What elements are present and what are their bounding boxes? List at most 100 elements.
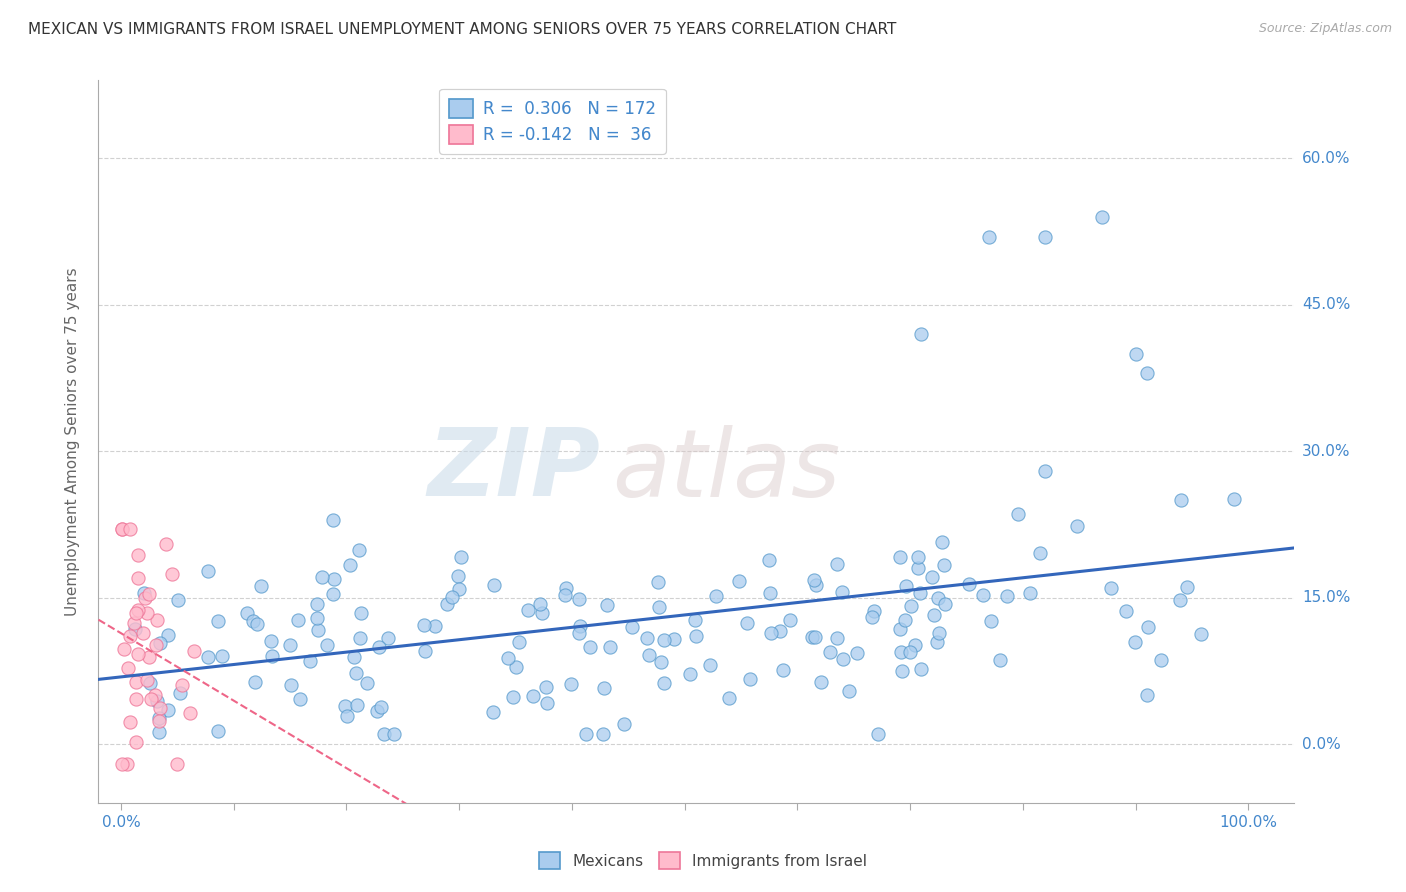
Point xyxy=(662,632,685,647)
Point xyxy=(891,664,914,678)
Point xyxy=(322,513,344,527)
Point xyxy=(1007,508,1029,522)
Point xyxy=(373,727,395,741)
Point xyxy=(134,591,156,605)
Point xyxy=(344,665,367,680)
Point xyxy=(759,625,782,640)
Point xyxy=(932,558,955,572)
Point xyxy=(647,574,669,589)
Point xyxy=(440,590,463,604)
Point xyxy=(423,619,446,633)
Point xyxy=(316,638,339,652)
Point xyxy=(890,645,912,659)
Point xyxy=(934,597,956,611)
Point xyxy=(652,633,675,648)
Point xyxy=(922,607,945,622)
Point xyxy=(138,586,160,600)
Point xyxy=(333,698,356,713)
Point xyxy=(831,585,853,599)
Point xyxy=(972,588,994,602)
Point xyxy=(143,688,166,702)
Point xyxy=(759,585,782,599)
Point xyxy=(124,622,146,636)
Point xyxy=(554,588,576,602)
Point xyxy=(211,648,233,663)
Point xyxy=(246,616,269,631)
Point xyxy=(977,229,1000,244)
Point xyxy=(1019,585,1042,599)
Point xyxy=(347,543,370,558)
Point xyxy=(910,327,932,342)
Y-axis label: Unemployment Among Seniors over 75 years: Unemployment Among Seniors over 75 years xyxy=(65,268,80,615)
Point xyxy=(262,649,284,664)
Point xyxy=(145,638,167,652)
Point xyxy=(838,684,860,698)
Point xyxy=(112,642,135,657)
Point xyxy=(530,606,553,620)
Point xyxy=(863,604,886,618)
Point xyxy=(683,613,706,627)
Point xyxy=(235,606,257,620)
Point xyxy=(118,629,141,643)
Point xyxy=(568,626,591,640)
Point xyxy=(167,592,190,607)
Point xyxy=(170,678,193,692)
Point xyxy=(288,691,311,706)
Point xyxy=(280,678,302,692)
Point xyxy=(183,643,205,657)
Point xyxy=(1125,635,1147,649)
Point xyxy=(146,613,169,627)
Point xyxy=(110,523,132,537)
Point xyxy=(111,523,134,537)
Point xyxy=(907,561,929,575)
Point xyxy=(311,569,333,583)
Point xyxy=(496,651,519,665)
Point xyxy=(117,661,139,675)
Point xyxy=(1029,546,1052,560)
Point xyxy=(377,632,399,646)
Point xyxy=(125,675,148,690)
Point xyxy=(907,549,929,564)
Point xyxy=(207,614,229,628)
Point xyxy=(804,578,827,592)
Point xyxy=(595,598,617,612)
Point xyxy=(1091,210,1114,224)
Point xyxy=(704,590,727,604)
Point xyxy=(111,756,134,771)
Text: 45.0%: 45.0% xyxy=(1302,297,1350,312)
Point xyxy=(1150,653,1173,667)
Point xyxy=(529,597,551,611)
Point xyxy=(450,549,472,564)
Point xyxy=(1035,229,1057,244)
Point xyxy=(322,587,344,601)
Point xyxy=(560,677,582,691)
Legend: R =  0.306   N = 172, R = -0.142   N =  36: R = 0.306 N = 172, R = -0.142 N = 36 xyxy=(440,88,665,153)
Point xyxy=(898,645,921,659)
Point xyxy=(115,756,138,771)
Point xyxy=(893,613,915,627)
Point xyxy=(242,614,264,628)
Point xyxy=(575,727,598,741)
Point xyxy=(568,619,591,633)
Point xyxy=(139,691,162,706)
Point xyxy=(134,586,156,600)
Point xyxy=(125,735,148,749)
Point xyxy=(1136,620,1159,634)
Point xyxy=(621,620,644,634)
Point xyxy=(278,638,301,652)
Point xyxy=(868,727,890,741)
Point xyxy=(810,675,832,690)
Point xyxy=(382,727,405,741)
Point xyxy=(127,603,149,617)
Point xyxy=(825,631,848,645)
Point xyxy=(482,577,505,591)
Text: 30.0%: 30.0% xyxy=(1302,444,1350,458)
Point xyxy=(136,673,159,687)
Point xyxy=(845,646,868,660)
Point xyxy=(1168,593,1191,607)
Point xyxy=(156,703,179,717)
Text: Source: ZipAtlas.com: Source: ZipAtlas.com xyxy=(1258,22,1392,36)
Text: 60.0%: 60.0% xyxy=(1302,151,1350,166)
Point xyxy=(699,657,721,672)
Point xyxy=(908,586,931,600)
